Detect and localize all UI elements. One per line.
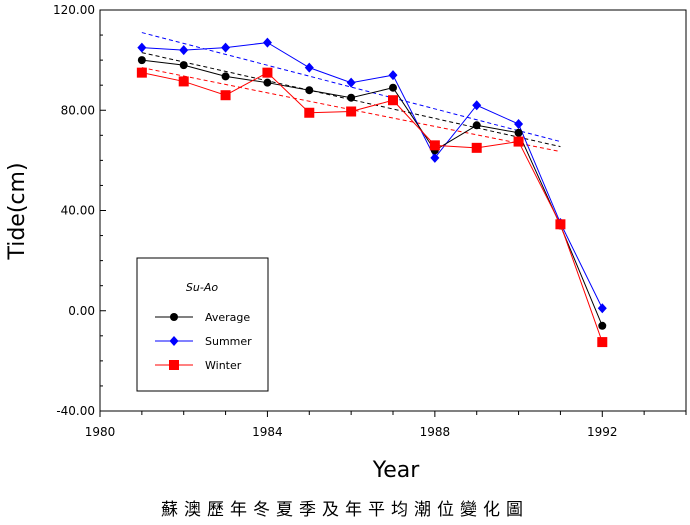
y-tick-label: -40.00: [56, 404, 95, 418]
series-line: [141, 72, 603, 343]
x-axis-ticks: 1980 1984 1988 1992: [85, 411, 687, 439]
data-point: [179, 45, 189, 56]
data-point: [304, 62, 314, 73]
trend-lines: [141, 32, 561, 153]
data-point: [262, 67, 273, 78]
data-point: [137, 56, 146, 65]
y-axis-ticks: -40.00 0.00 40.00 80.00 120.00: [53, 3, 106, 418]
x-tick-label: 1992: [587, 425, 618, 439]
data-point: [136, 67, 147, 78]
data-point: [388, 95, 398, 106]
data-point: [389, 83, 397, 92]
data-point: [304, 107, 315, 118]
data-point: [263, 78, 272, 87]
series-line: [141, 42, 603, 309]
data-point: [346, 77, 356, 88]
data-point: [513, 136, 524, 147]
legend-item-winter: Winter: [155, 359, 242, 372]
data-point: [472, 100, 482, 111]
legend: Su-Ao Average Summer Winter: [136, 257, 269, 392]
data-point: [430, 152, 440, 163]
x-axis-title: Year: [372, 458, 421, 483]
data-point: [471, 142, 482, 153]
data-point: [597, 337, 608, 348]
legend-title: Su-Ao: [186, 281, 218, 294]
data-point: [220, 90, 231, 101]
x-tick-label: 1980: [85, 425, 116, 439]
data-point: [221, 72, 230, 81]
data-point: [514, 119, 524, 130]
x-tick-label: 1984: [252, 425, 283, 439]
y-tick-label: 80.00: [61, 103, 95, 117]
y-tick-label: 120.00: [53, 3, 95, 17]
series-line: [141, 59, 603, 326]
figure-caption: 蘇澳歷年冬夏季及年平均潮位變化圖: [161, 500, 529, 520]
legend-marker: [170, 313, 178, 321]
trend-line: [141, 52, 561, 148]
data-point: [305, 86, 314, 95]
legend-label: Summer: [205, 335, 252, 348]
legend-label: Winter: [205, 359, 242, 372]
data-point: [179, 61, 188, 70]
legend-item-average: Average: [155, 311, 250, 324]
data-point: [555, 219, 566, 230]
data-point: [262, 37, 272, 48]
series-summer: [137, 37, 607, 314]
x-tick-label: 1988: [420, 425, 451, 439]
data-point: [429, 140, 440, 151]
trend-line: [141, 32, 561, 143]
legend-marker: [169, 336, 179, 346]
data-point: [514, 128, 523, 137]
legend-item-summer: Summer: [155, 335, 252, 348]
data-point: [347, 93, 356, 102]
legend-marker: [169, 360, 179, 370]
data-point: [137, 42, 147, 53]
y-axis-title: Tide(cm): [5, 162, 30, 260]
data-point: [598, 321, 607, 330]
data-point: [597, 303, 607, 314]
legend-label: Average: [205, 311, 250, 324]
data-point: [472, 121, 481, 130]
legend-box: [136, 257, 269, 392]
data-point: [388, 70, 398, 81]
data-point: [178, 76, 189, 87]
series-winter: [136, 67, 608, 348]
y-tick-label: 0.00: [68, 304, 95, 318]
y-tick-label: 40.00: [61, 204, 95, 218]
series-group: [136, 37, 608, 348]
data-point: [346, 106, 357, 117]
data-point: [221, 42, 231, 53]
